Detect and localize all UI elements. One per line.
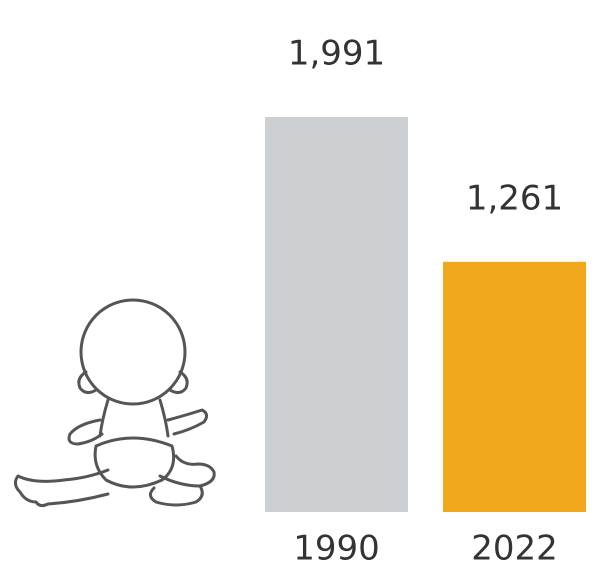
baby-icon xyxy=(13,298,216,508)
x-tick-label: 1990 xyxy=(293,529,380,569)
bar xyxy=(265,117,408,512)
x-tick-label: 2022 xyxy=(471,529,558,569)
value-label: 1,991 xyxy=(288,34,385,74)
bar xyxy=(443,261,586,512)
value-label: 1,261 xyxy=(466,178,563,218)
